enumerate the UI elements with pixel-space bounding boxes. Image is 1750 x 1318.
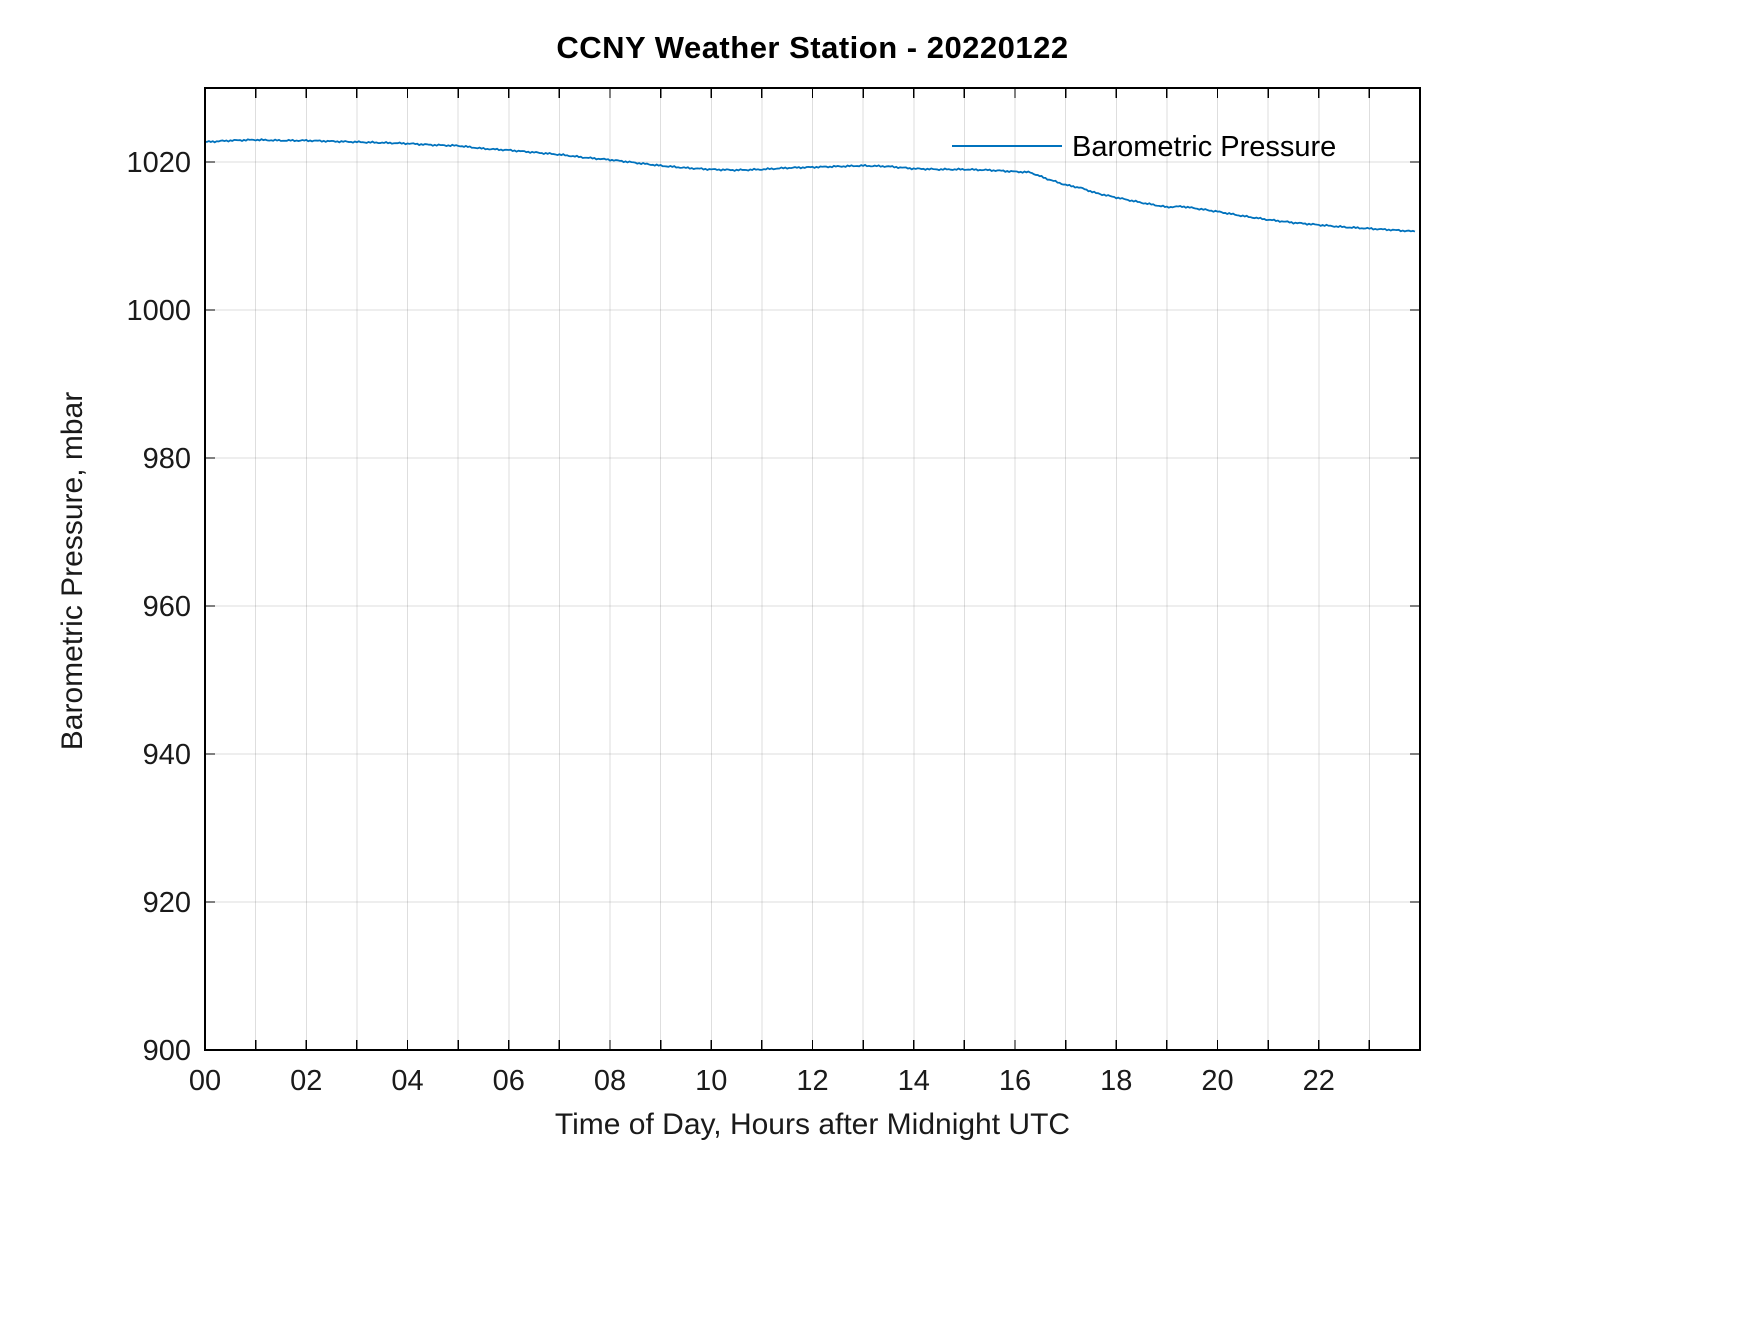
gridlines (205, 88, 1420, 1050)
y-tick-label: 1000 (126, 295, 191, 327)
x-tick-label: 14 (898, 1065, 930, 1097)
x-tick-label: 06 (493, 1065, 525, 1097)
x-tick-label: 18 (1100, 1065, 1132, 1097)
x-tick-label: 20 (1201, 1065, 1233, 1097)
tick-marks (204, 88, 1421, 1051)
x-tick-label: 12 (796, 1065, 828, 1097)
x-tick-label: 02 (290, 1065, 322, 1097)
y-tick-label: 980 (143, 443, 191, 475)
legend-label: Barometric Pressure (1072, 131, 1336, 163)
x-tick-label: 10 (695, 1065, 727, 1097)
pressure-line (204, 138, 1416, 233)
x-tick-label: 08 (594, 1065, 626, 1097)
y-tick-label: 960 (143, 591, 191, 623)
y-tick-label: 940 (143, 739, 191, 771)
x-tick-label: 00 (189, 1065, 221, 1097)
legend: Barometric Pressure (952, 131, 1336, 163)
y-tick-label: 900 (143, 1035, 191, 1067)
y-tick-label: 1020 (126, 147, 191, 179)
x-tick-label: 22 (1303, 1065, 1335, 1097)
y-axis-label: Barometric Pressure, mbar (56, 391, 89, 751)
x-axis-label: Time of Day, Hours after Midnight UTC (554, 1108, 1071, 1141)
x-tick-label: 16 (999, 1065, 1031, 1097)
x-tick-labels: 00 02 04 06 08 10 12 14 16 18 20 22 (189, 1065, 1335, 1097)
plot-border (204, 87, 1421, 1051)
chart-title: CCNY Weather Station - 20220122 (556, 30, 1069, 65)
y-tick-labels: 900 920 940 960 980 1000 1020 (126, 147, 191, 1067)
x-tick-label: 04 (391, 1065, 423, 1097)
y-tick-label: 920 (143, 887, 191, 919)
